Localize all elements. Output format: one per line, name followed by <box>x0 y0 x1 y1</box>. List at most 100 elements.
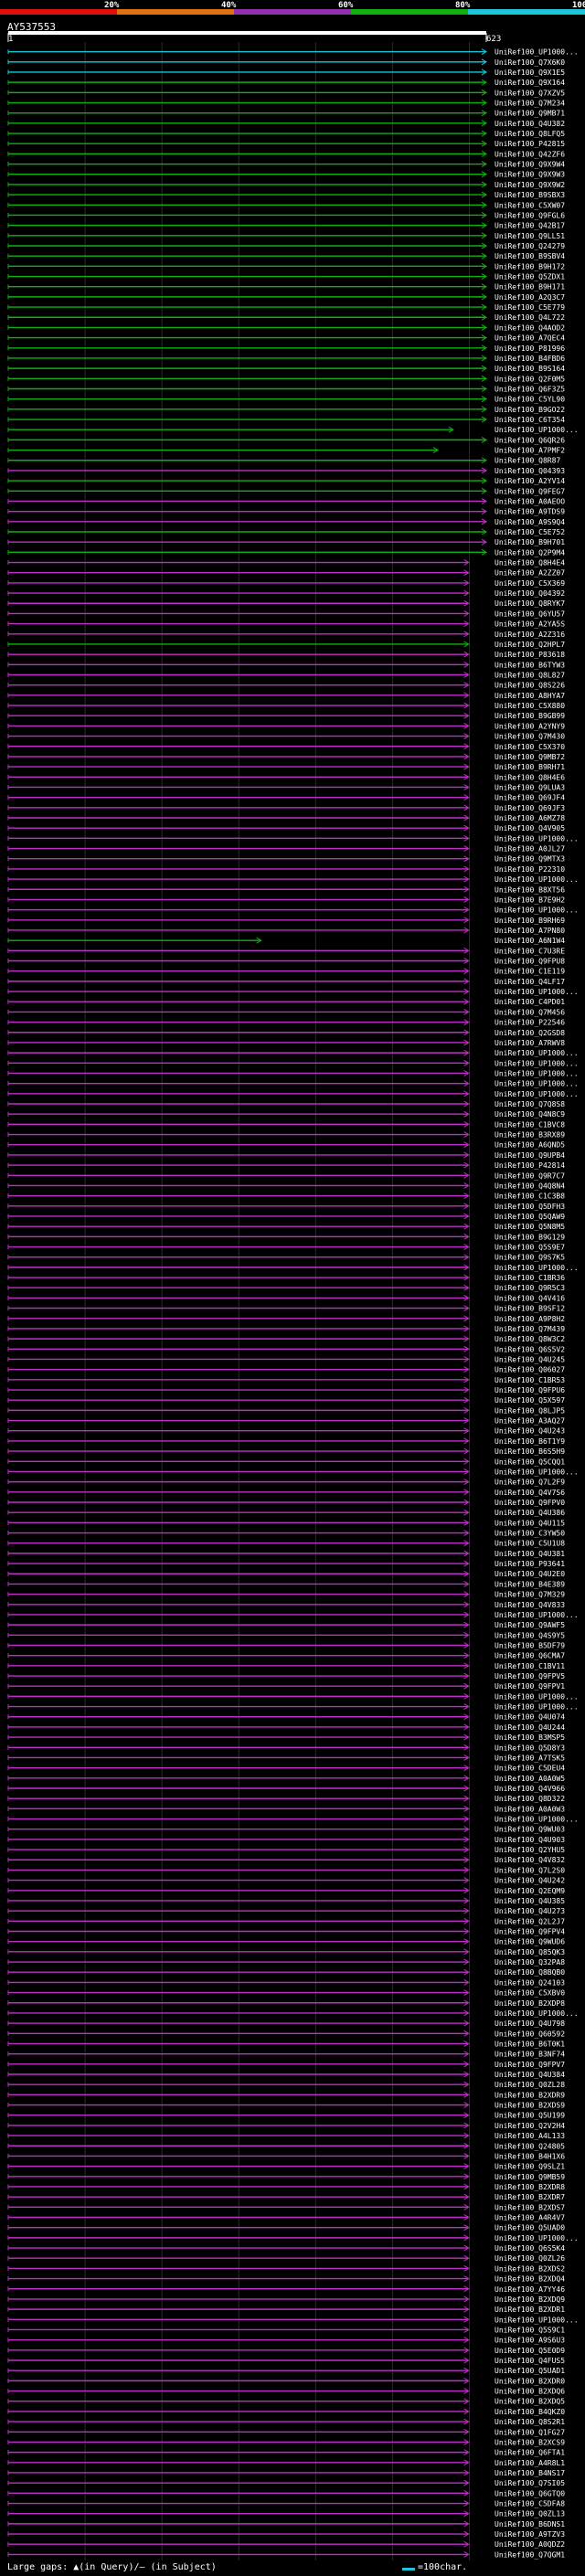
hit-row[interactable]: UniRef100_A7QEC4 <box>7 334 565 343</box>
hit-label[interactable]: UniRef100_Q4LF17 <box>495 978 565 986</box>
hit-label[interactable]: UniRef100_B2XDP8 <box>495 1999 565 2008</box>
hit-label[interactable]: UniRef100_Q9FPV0 <box>495 1499 565 1507</box>
hit-label[interactable]: UniRef100_Q2L2J7 <box>495 1917 565 1925</box>
hit-label[interactable]: UniRef100_Q6S5V2 <box>495 1345 565 1353</box>
hit-label[interactable]: UniRef100_UP1000... <box>495 1264 579 1272</box>
hit-label[interactable]: UniRef100_Q9S7K5 <box>495 1254 565 1262</box>
hit-row[interactable]: UniRef100_Q4U903 <box>7 1836 565 1844</box>
hit-label[interactable]: UniRef100_Q42B17 <box>495 222 565 230</box>
hit-label[interactable]: UniRef100_Q5ZDX1 <box>495 273 565 281</box>
hit-row[interactable]: UniRef100_Q9FPV7 <box>7 2061 565 2069</box>
hit-row[interactable]: UniRef100_Q5DFH3 <box>7 1203 565 1211</box>
hit-label[interactable]: UniRef100_Q9SLZ1 <box>495 2163 565 2171</box>
hit-label[interactable]: UniRef100_Q24103 <box>495 1978 565 1987</box>
hit-row[interactable]: UniRef100_C5E752 <box>7 528 565 536</box>
hit-row[interactable]: UniRef100_Q5UAD0 <box>7 2224 565 2232</box>
hit-label[interactable]: UniRef100_Q8LJP5 <box>495 1406 565 1415</box>
hit-label[interactable]: UniRef100_B6DNS1 <box>495 2520 565 2528</box>
hit-row[interactable]: UniRef100_UP1000... <box>7 48 579 57</box>
hit-label[interactable]: UniRef100_A9S9Q4 <box>495 518 565 526</box>
hit-label[interactable]: UniRef100_B9H171 <box>495 283 565 292</box>
hit-label[interactable]: UniRef100_UP1000... <box>495 834 579 843</box>
hit-label[interactable]: UniRef100_B2XDS7 <box>495 2203 565 2211</box>
hit-label[interactable]: UniRef100_A3AQ27 <box>495 1417 565 1426</box>
hit-label[interactable]: UniRef100_Q9FEG7 <box>495 487 565 495</box>
hit-label[interactable]: UniRef100_Q6QR26 <box>495 436 565 444</box>
hit-label[interactable]: UniRef100_Q6S5K4 <box>495 2244 565 2253</box>
hit-row[interactable]: UniRef100_B4QKZ0 <box>7 2408 565 2416</box>
hit-label[interactable]: UniRef100_B9H701 <box>495 538 565 546</box>
hit-row[interactable]: UniRef100_Q5ZDX1 <box>7 273 565 281</box>
hit-label[interactable]: UniRef100_A2YV14 <box>495 477 565 485</box>
hit-row[interactable]: UniRef100_Q2EQM9 <box>7 1887 565 1895</box>
hit-label[interactable]: UniRef100_A6QND5 <box>495 1141 565 1150</box>
hit-label[interactable]: UniRef100_B6TYW3 <box>495 661 565 669</box>
hit-label[interactable]: UniRef100_Q4U273 <box>495 1907 565 1915</box>
hit-row[interactable]: UniRef100_B2XDR1 <box>7 2306 565 2314</box>
hit-row[interactable]: UniRef100_Q4L722 <box>7 313 565 322</box>
hit-label[interactable]: UniRef100_Q4FUS5 <box>495 2357 565 2365</box>
hit-row[interactable]: UniRef100_A9TZV3 <box>7 2530 565 2539</box>
hit-label[interactable]: UniRef100_Q6FTA1 <box>495 2449 565 2457</box>
hit-label[interactable]: UniRef100_Q04393 <box>495 467 565 475</box>
hit-row[interactable]: UniRef100_P81996 <box>7 345 565 353</box>
hit-label[interactable]: UniRef100_Q5CQQ1 <box>495 1458 565 1466</box>
hit-label[interactable]: UniRef100_B2XDR7 <box>495 2193 565 2201</box>
hit-row[interactable]: UniRef100_Q4U385 <box>7 1897 565 1905</box>
hit-row[interactable]: UniRef100_Q4U798 <box>7 2019 565 2028</box>
hit-label[interactable]: UniRef100_Q7L2S0 <box>495 1866 565 1874</box>
hit-label[interactable]: UniRef100_Q4V416 <box>495 1294 565 1302</box>
hit-row[interactable]: UniRef100_Q9R5C3 <box>7 1284 565 1292</box>
hit-label[interactable]: UniRef100_Q7XZV5 <box>495 89 565 97</box>
hit-label[interactable]: UniRef100_Q85QK3 <box>495 1948 565 1956</box>
hit-label[interactable]: UniRef100_Q7M439 <box>495 1325 565 1333</box>
hit-label[interactable]: UniRef100_Q8LFQ5 <box>495 130 565 138</box>
hit-row[interactable]: UniRef100_Q2F0M5 <box>7 375 565 383</box>
hit-label[interactable]: UniRef100_Q9R7C7 <box>495 1171 565 1180</box>
hit-row[interactable]: UniRef100_C1BVC8 <box>7 1120 565 1129</box>
hit-row[interactable]: UniRef100_UP1000... <box>7 1090 579 1098</box>
hit-label[interactable]: UniRef100_Q8H4E6 <box>495 773 565 781</box>
hit-row[interactable]: UniRef100_UP1000... <box>7 988 579 996</box>
hit-label[interactable]: UniRef100_A0A0W3 <box>495 1805 565 1813</box>
hit-label[interactable]: UniRef100_B9SBV4 <box>495 252 565 260</box>
hit-label[interactable]: UniRef100_Q9LL51 <box>495 232 565 240</box>
hit-label[interactable]: UniRef100_UP1000... <box>495 2316 579 2324</box>
hit-row[interactable]: UniRef100_A2YV14 <box>7 477 565 485</box>
hit-label[interactable]: UniRef100_UP1000... <box>495 1703 579 1712</box>
hit-row[interactable]: UniRef100_UP1000... <box>7 1611 579 1619</box>
hit-row[interactable]: UniRef100_UP1000... <box>7 1692 579 1701</box>
hit-label[interactable]: UniRef100_Q4Q8N4 <box>495 1182 565 1190</box>
hit-label[interactable]: UniRef100_Q2F0M5 <box>495 375 565 383</box>
hit-label[interactable]: UniRef100_Q2V2H4 <box>495 2122 565 2130</box>
hit-row[interactable]: UniRef100_Q24279 <box>7 242 565 250</box>
hit-row[interactable]: UniRef100_Q8S226 <box>7 682 565 690</box>
hit-row[interactable]: UniRef100_Q2L2J7 <box>7 1917 565 1925</box>
hit-label[interactable]: UniRef100_Q9X9W2 <box>495 181 565 189</box>
hit-row[interactable]: UniRef100_UP1000... <box>7 2316 579 2324</box>
hit-label[interactable]: UniRef100_B9SBX3 <box>495 191 565 199</box>
hit-label[interactable]: UniRef100_B4NS17 <box>495 2469 565 2477</box>
hit-label[interactable]: UniRef100_Q8RYK7 <box>495 599 565 608</box>
hit-row[interactable]: UniRef100_Q4V832 <box>7 1856 565 1864</box>
hit-label[interactable]: UniRef100_P93641 <box>495 1560 565 1568</box>
hit-row[interactable]: UniRef100_Q7L2F9 <box>7 1479 565 1487</box>
hit-label[interactable]: UniRef100_Q4U115 <box>495 1519 565 1527</box>
hit-row[interactable]: UniRef100_Q7M456 <box>7 1008 565 1016</box>
hit-row[interactable]: UniRef100_Q9MB59 <box>7 2173 565 2181</box>
hit-label[interactable]: UniRef100_UP1000... <box>495 1468 579 1476</box>
hit-row[interactable]: UniRef100_Q4U273 <box>7 1907 565 1915</box>
hit-label[interactable]: UniRef100_A0AEOO <box>495 497 565 505</box>
hit-label[interactable]: UniRef100_Q4V832 <box>495 1856 565 1864</box>
hit-label[interactable]: UniRef100_C5X880 <box>495 702 565 710</box>
hit-label[interactable]: UniRef100_Q24805 <box>495 2142 565 2150</box>
hit-label[interactable]: UniRef100_Q4L722 <box>495 313 565 322</box>
hit-row[interactable]: UniRef100_B2XDQ9 <box>7 2295 565 2304</box>
hit-row[interactable]: UniRef100_C6T354 <box>7 416 565 424</box>
hit-row[interactable]: UniRef100_B9RH69 <box>7 917 565 925</box>
hit-label[interactable]: UniRef100_A4R4V7 <box>495 2214 565 2222</box>
hit-label[interactable]: UniRef100_Q06027 <box>495 1366 565 1374</box>
hit-row[interactable]: UniRef100_Q8W3C2 <box>7 1335 565 1343</box>
hit-label[interactable]: UniRef100_Q7M234 <box>495 99 565 107</box>
hit-label[interactable]: UniRef100_A0JL27 <box>495 845 565 853</box>
